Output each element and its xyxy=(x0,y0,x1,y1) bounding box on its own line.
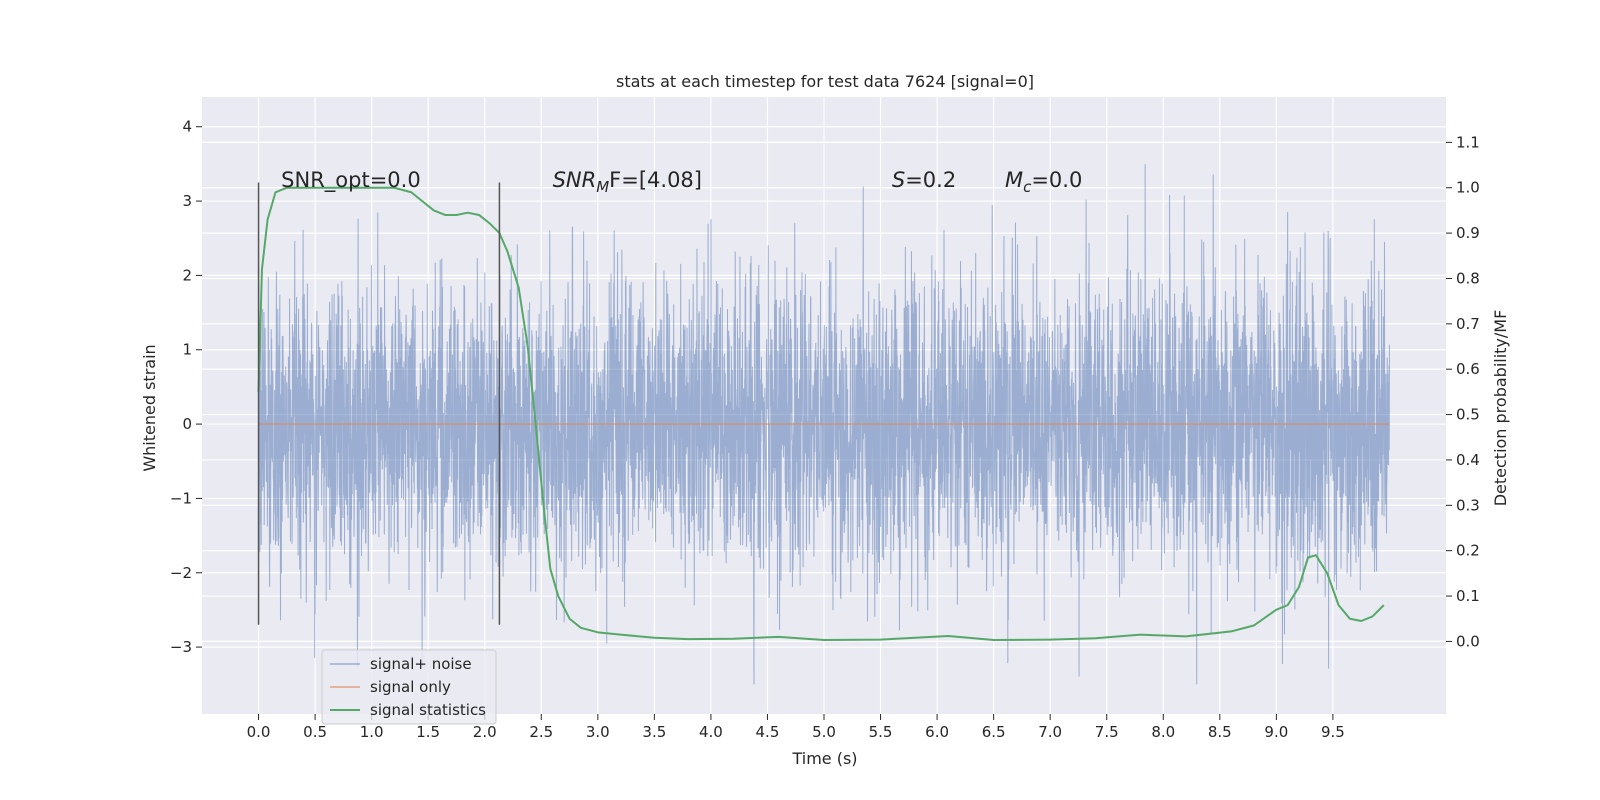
y-tick-label: 0 xyxy=(182,415,192,433)
y2-tick-label: 0.4 xyxy=(1456,451,1480,469)
annotation-text-3: Mc=0.0 xyxy=(1005,168,1082,196)
series-signal-statistics-line xyxy=(257,186,1385,642)
y2-tick-label: 0.7 xyxy=(1456,315,1480,333)
y-tick-label: 4 xyxy=(182,118,192,136)
annotation-text-2: S=0.2 xyxy=(892,168,956,192)
x-tick-label: 0.0 xyxy=(247,723,271,741)
series-signal-noise-line xyxy=(258,164,1390,685)
annotation-main: M xyxy=(1005,168,1023,192)
y2-tick-label: 0.3 xyxy=(1456,496,1480,514)
legend-entry-label: signal+ noise xyxy=(370,655,472,673)
annotation-subscript: M xyxy=(596,178,609,196)
annotation-rest: =0.2 xyxy=(905,168,956,192)
x-tick-label: 6.0 xyxy=(925,723,949,741)
chart-title: stats at each timestep for test data 762… xyxy=(616,72,1034,91)
y-tick-label: −3 xyxy=(170,638,192,656)
y2-tick-label: 0.5 xyxy=(1456,406,1480,424)
y-tick-label: 1 xyxy=(182,341,192,359)
legend-entry-label: signal only xyxy=(370,678,451,696)
x-tick-label: 6.5 xyxy=(982,723,1006,741)
y-axis-label: Whitened strain xyxy=(140,344,159,471)
x-tick-label: 1.5 xyxy=(416,723,440,741)
annotation-main: SNR_opt=0.0 xyxy=(281,168,421,193)
x-tick-label: 5.5 xyxy=(869,723,893,741)
x-tick-label: 2.0 xyxy=(473,723,497,741)
x-tick-label: 9.0 xyxy=(1264,723,1288,741)
x-tick-label: 8.0 xyxy=(1151,723,1175,741)
annotation-subscript: c xyxy=(1023,178,1032,196)
y-tick-label: −1 xyxy=(170,489,192,507)
x-tick-label: 2.5 xyxy=(529,723,553,741)
x-tick-label: 4.0 xyxy=(699,723,723,741)
y2-tick-label: 0.8 xyxy=(1456,269,1480,287)
x-tick-label: 7.5 xyxy=(1095,723,1119,741)
y2-tick-label: 0.1 xyxy=(1456,587,1480,605)
y2-axis-label: Detection probability/MF xyxy=(1491,310,1510,507)
y2-tick-label: 0.6 xyxy=(1456,360,1480,378)
x-tick-label: 8.5 xyxy=(1208,723,1232,741)
x-tick-label: 1.0 xyxy=(360,723,384,741)
y-tick-label: 3 xyxy=(182,192,192,210)
annotation-main: SNR xyxy=(553,168,597,192)
x-tick-label: 7.0 xyxy=(1038,723,1062,741)
y-tick-label: 2 xyxy=(182,266,192,284)
annotation-text-1: SNRMF=[4.08] xyxy=(553,168,702,196)
x-tick-label: 9.5 xyxy=(1321,723,1345,741)
x-axis-label: Time (s) xyxy=(791,749,857,768)
x-tick-label: 4.5 xyxy=(756,723,780,741)
annotation-rest: F=[4.08] xyxy=(609,168,702,192)
y2-tick-label: 0.9 xyxy=(1456,224,1480,242)
y2-tick-label: 0.2 xyxy=(1456,542,1480,560)
y2-tick-label: 1.1 xyxy=(1456,133,1480,151)
x-tick-label: 3.5 xyxy=(642,723,666,741)
y2-tick-label: 0.0 xyxy=(1456,632,1480,650)
annotation-text-0: SNR_opt=0.0 xyxy=(281,168,421,193)
legend-box xyxy=(321,649,497,725)
y-tick-label: −2 xyxy=(170,564,192,582)
annotation-main: S xyxy=(892,168,905,192)
annotation-rest: =0.0 xyxy=(1031,168,1082,192)
x-tick-label: 3.0 xyxy=(586,723,610,741)
legend-entry-label: signal statistics xyxy=(370,701,486,719)
x-tick-label: 0.5 xyxy=(303,723,327,741)
x-tick-label: 5.0 xyxy=(812,723,836,741)
y2-tick-label: 1.0 xyxy=(1456,179,1480,197)
